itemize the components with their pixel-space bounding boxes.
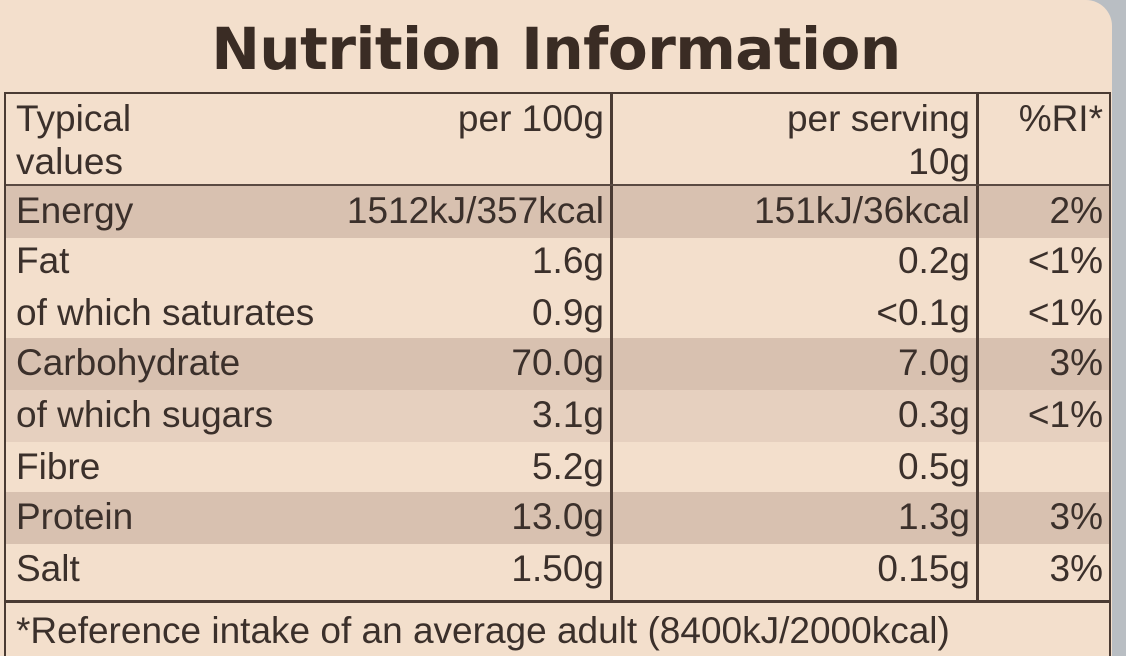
table-row: Fat 1.6g 0.2g <1% bbox=[6, 236, 1109, 288]
cell-nutrient: Protein 13.0g bbox=[6, 492, 610, 544]
cell-nutrient: Fibre 5.2g bbox=[6, 442, 610, 492]
row-per100: 5.2g bbox=[531, 446, 604, 487]
table-row: Carbohydrate 70.0g 7.0g 3% bbox=[6, 338, 1109, 390]
row-serving: 1.3g bbox=[897, 496, 970, 537]
cell-ri: <1% bbox=[976, 288, 1109, 338]
row-label: Carbohydrate bbox=[16, 342, 241, 383]
cell-nutrient: Carbohydrate 70.0g bbox=[6, 338, 610, 390]
table-header: Typical values per 100g per serving 10g … bbox=[6, 94, 1109, 184]
table-row: Protein 13.0g 1.3g 3% bbox=[6, 492, 1109, 544]
header-typical: Typical values bbox=[16, 97, 131, 183]
row-ri: 3% bbox=[1049, 342, 1103, 383]
row-label: Fibre bbox=[16, 446, 101, 487]
header-serving-line1: per serving bbox=[786, 98, 970, 139]
header-typical-line1: Typical bbox=[16, 98, 132, 139]
row-ri: <1% bbox=[1027, 292, 1103, 333]
row-label: Fat bbox=[16, 240, 70, 281]
row-ri: <1% bbox=[1027, 394, 1103, 435]
cell-ri: 3% bbox=[976, 544, 1109, 600]
row-serving: 0.5g bbox=[897, 446, 970, 487]
header-serving-line2: 10g bbox=[908, 141, 970, 182]
cell-ri bbox=[976, 442, 1109, 492]
row-label: of which sugars bbox=[16, 394, 274, 435]
row-ri: 3% bbox=[1049, 548, 1103, 589]
row-per100: 13.0g bbox=[511, 496, 604, 537]
header-serving: per serving 10g bbox=[787, 97, 970, 183]
row-serving: 151kJ/36kcal bbox=[754, 190, 970, 231]
cell-serving: 151kJ/36kcal bbox=[610, 186, 976, 238]
row-label: Protein bbox=[16, 496, 134, 537]
cell-ri: 3% bbox=[976, 492, 1109, 544]
cell-serving: 1.3g bbox=[610, 492, 976, 544]
cell-serving: 0.2g bbox=[610, 236, 976, 288]
footnote: *Reference intake of an average adult (8… bbox=[6, 600, 1109, 656]
row-serving: 0.3g bbox=[897, 394, 970, 435]
cell-nutrient: Salt 1.50g bbox=[6, 544, 610, 600]
table-row: Salt 1.50g 0.15g 3% bbox=[6, 544, 1109, 600]
cell-serving: 0.5g bbox=[610, 442, 976, 492]
row-per100: 70.0g bbox=[511, 342, 604, 383]
row-per100: 1.6g bbox=[531, 240, 604, 281]
row-serving: 7.0g bbox=[897, 342, 970, 383]
row-per100: 3.1g bbox=[531, 394, 604, 435]
row-label: of which saturates bbox=[16, 292, 315, 333]
cell-serving: 7.0g bbox=[610, 338, 976, 390]
footnote-text: *Reference intake of an average adult (8… bbox=[16, 610, 950, 651]
table-row: of which saturates 0.9g <0.1g <1% bbox=[6, 288, 1109, 338]
cell-ri: 2% bbox=[976, 186, 1109, 238]
cell-ri: <1% bbox=[976, 390, 1109, 442]
cell-serving: <0.1g bbox=[610, 288, 976, 338]
cell-ri: 3% bbox=[976, 338, 1109, 390]
row-ri: 2% bbox=[1049, 190, 1103, 231]
header-cell-serving: per serving 10g bbox=[610, 94, 976, 184]
cell-nutrient: of which sugars 3.1g bbox=[6, 390, 610, 442]
header-cell-typical: Typical values per 100g bbox=[6, 94, 610, 184]
cell-ri: <1% bbox=[976, 236, 1109, 288]
header-typical-line2: values bbox=[16, 141, 123, 182]
table-row: of which sugars 3.1g 0.3g <1% bbox=[6, 390, 1109, 442]
row-label: Energy bbox=[16, 190, 134, 231]
cell-nutrient: of which saturates 0.9g bbox=[6, 288, 610, 338]
table-row: Energy 1512kJ/357kcal 151kJ/36kcal 2% bbox=[6, 184, 1109, 238]
nutrition-table: Typical values per 100g per serving 10g … bbox=[4, 92, 1111, 656]
row-serving: 0.2g bbox=[897, 240, 970, 281]
header-cell-ri: %RI* bbox=[976, 94, 1109, 184]
cell-nutrient: Energy 1512kJ/357kcal bbox=[6, 186, 610, 238]
row-ri: 3% bbox=[1049, 496, 1103, 537]
cell-serving: 0.15g bbox=[610, 544, 976, 600]
row-per100: 1512kJ/357kcal bbox=[346, 190, 604, 231]
label-title: Nutrition Information bbox=[211, 15, 901, 83]
cell-serving: 0.3g bbox=[610, 390, 976, 442]
row-per100: 1.50g bbox=[511, 548, 604, 589]
row-serving: <0.1g bbox=[876, 292, 970, 333]
table-row: Fibre 5.2g 0.5g bbox=[6, 442, 1109, 492]
header-per100: per 100g bbox=[457, 98, 604, 139]
row-serving: 0.15g bbox=[877, 548, 970, 589]
row-per100: 0.9g bbox=[531, 292, 604, 333]
row-label: Salt bbox=[16, 548, 80, 589]
row-ri: <1% bbox=[1027, 240, 1103, 281]
header-ri: %RI* bbox=[1018, 98, 1103, 139]
cell-nutrient: Fat 1.6g bbox=[6, 236, 610, 288]
